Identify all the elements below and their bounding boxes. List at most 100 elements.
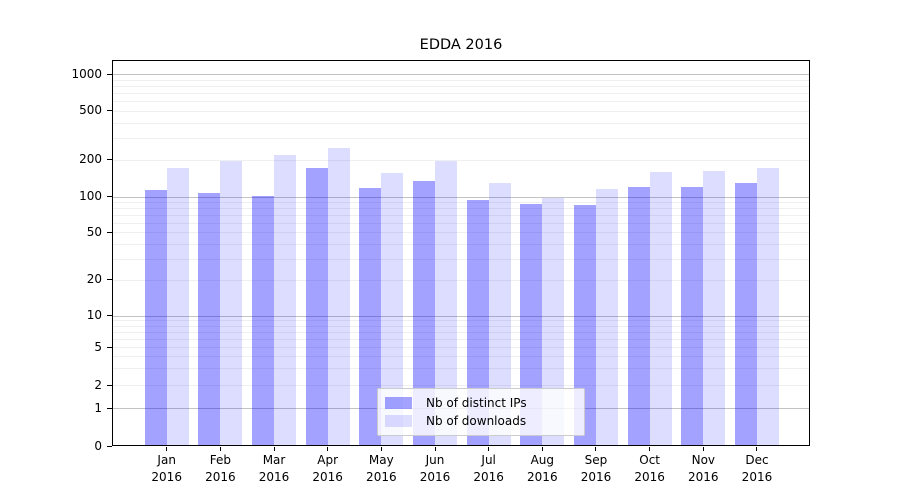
gridline-minor-500 (112, 110, 810, 112)
gridline-major-100 (112, 196, 810, 198)
bar-distinct-ips-jun (413, 180, 435, 446)
y-tick-mark-10 (107, 315, 112, 316)
legend: Nb of distinct IPs Nb of downloads (377, 388, 585, 436)
x-axis-tick-label-apr: Apr 2016 (312, 452, 343, 485)
bar-distinct-ips-dec (734, 183, 757, 446)
y-tick-mark-5 (107, 346, 112, 348)
gridline-minor-90 (112, 202, 810, 204)
x-tick-mark-sep (595, 447, 597, 451)
bar-downloads-apr (327, 148, 350, 446)
x-tick-year: 2016 (688, 469, 719, 484)
gridline-minor-2 (112, 385, 810, 386)
x-tick-month: Jul (481, 453, 496, 467)
x-axis-tick-label-oct: Oct 2016 (634, 452, 665, 485)
gridline-minor-7 (112, 331, 810, 333)
y-axis-tick-label-5: 5 (94, 339, 102, 354)
x-tick-mark-apr (327, 447, 329, 451)
bar-downloads-mar (274, 154, 297, 446)
bar-downloads-jul (488, 182, 511, 446)
bar-distinct-ips-oct (627, 186, 650, 446)
y-axis-tick-label-100: 100 (79, 189, 102, 204)
legend-swatch-distinct-ips (385, 397, 412, 409)
x-axis-tick-label-sep: Sep 2016 (581, 452, 612, 485)
y-tick-mark-100 (107, 196, 112, 198)
bar-downloads-sep (595, 189, 618, 446)
bar-distinct-ips-jan (144, 190, 167, 446)
y-tick-mark-2 (107, 384, 112, 386)
y-tick-mark-500 (107, 110, 112, 112)
x-tick-year: 2016 (312, 469, 343, 484)
gridline-minor-600 (112, 101, 810, 103)
x-tick-month: Oct (639, 453, 660, 467)
x-axis-tick-label-dec: Dec 2016 (742, 452, 773, 485)
gridline-minor-50 (112, 232, 810, 234)
x-tick-month: May (368, 453, 394, 467)
gridline-minor-4 (112, 356, 810, 358)
x-tick-mark-may (380, 447, 382, 451)
x-axis-tick-label-aug: Aug 2016 (527, 452, 558, 485)
y-axis-tick-label-200: 200 (79, 152, 102, 167)
gridline-minor-8 (112, 325, 810, 327)
x-tick-year: 2016 (527, 469, 558, 484)
y-tick-mark-200 (107, 159, 112, 161)
x-tick-month: Dec (745, 453, 769, 467)
chart-title: EDDA 2016 (419, 37, 503, 53)
x-tick-year: 2016 (151, 469, 182, 484)
x-axis-tick-label-feb: Feb 2016 (205, 452, 236, 485)
gridline-minor-80 (112, 208, 810, 210)
bar-distinct-ips-sep (573, 205, 596, 446)
gridline-minor-9 (112, 320, 810, 322)
bar-downloads-aug (542, 197, 565, 446)
x-tick-month: Jun (425, 453, 445, 467)
y-tick-mark-0 (107, 445, 112, 447)
x-tick-month: Mar (262, 453, 286, 467)
x-tick-year: 2016 (258, 469, 290, 484)
bar-distinct-ips-mar (252, 196, 275, 446)
gridline-minor-3 (112, 368, 810, 370)
x-tick-mark-jan (166, 447, 168, 451)
x-tick-mark-aug (541, 447, 543, 451)
x-tick-mark-feb (219, 447, 221, 451)
bar-distinct-ips-aug (520, 204, 543, 446)
y-axis-tick-label-1000: 1000 (71, 66, 102, 81)
x-tick-year: 2016 (419, 469, 451, 484)
x-axis-tick-label-nov: Nov 2016 (688, 452, 719, 485)
gridline-minor-800 (112, 85, 810, 87)
x-tick-year: 2016 (205, 469, 236, 484)
gridline-minor-60 (112, 223, 810, 225)
gridline-minor-6 (112, 338, 810, 340)
y-axis-tick-label-20: 20 (86, 272, 102, 287)
bar-distinct-ips-may (359, 188, 382, 446)
x-tick-year: 2016 (366, 469, 397, 484)
bar-downloads-dec (756, 167, 779, 446)
x-tick-mark-jul (488, 447, 490, 451)
x-tick-month: Nov (691, 453, 716, 467)
legend-swatch-downloads (385, 415, 412, 427)
x-tick-year: 2016 (580, 469, 612, 484)
x-tick-month: Apr (317, 453, 339, 467)
bar-downloads-jun (435, 161, 457, 446)
legend-label-distinct-ips: Nb of distinct IPs (426, 396, 527, 410)
bar-downloads-jan (166, 167, 189, 446)
x-tick-mark-jun (434, 447, 436, 451)
x-tick-year: 2016 (741, 469, 773, 484)
y-axis-tick-label-500: 500 (79, 103, 102, 118)
legend-label-downloads: Nb of downloads (426, 414, 527, 428)
bar-downloads-feb (220, 160, 243, 446)
gridline-minor-30 (112, 258, 810, 260)
gridline-minor-200 (112, 159, 810, 161)
legend-item-distinct-ips: Nb of distinct IPs (385, 394, 576, 412)
x-tick-mark-dec (756, 447, 758, 451)
y-axis-tick-label-0: 0 (94, 438, 102, 453)
bar-distinct-ips-apr (305, 168, 328, 446)
bar-distinct-ips-nov (681, 187, 704, 446)
gridline-minor-300 (112, 138, 810, 140)
bar-distinct-ips-jul (466, 200, 489, 446)
x-tick-month: Sep (584, 453, 608, 467)
gridline-minor-400 (112, 122, 810, 124)
x-tick-month: Aug (530, 453, 555, 467)
gridline-minor-700 (112, 93, 810, 94)
x-tick-mark-oct (649, 447, 651, 451)
x-axis-tick-label-may: May 2016 (366, 452, 397, 485)
